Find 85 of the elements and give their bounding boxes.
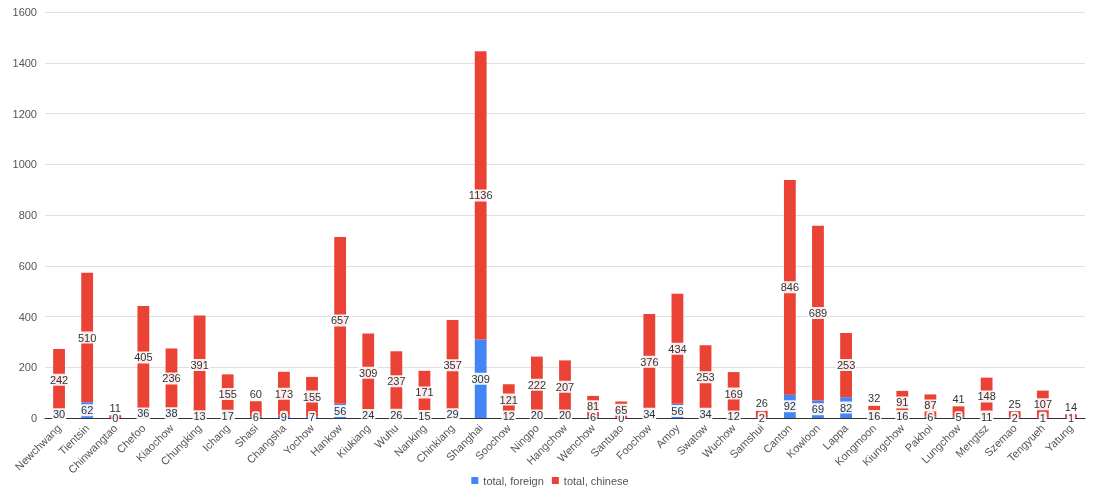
data-label: 60 [249,387,262,400]
data-label: 242 [49,373,69,386]
data-label: 9 [280,410,287,423]
y-tick-label: 1000 [12,158,37,171]
data-label: 5 [955,411,962,424]
data-label: 0 [618,412,625,424]
data-label: 25 [1008,397,1021,410]
data-label: 107 [1033,398,1053,411]
data-label: 2 [758,411,765,424]
data-label: 41 [952,392,965,405]
data-label: 91 [896,396,909,409]
data-label: 309 [359,366,378,379]
data-label: 56 [671,404,684,417]
data-label: 34 [643,407,656,420]
data-label: 171 [415,386,434,399]
data-label: 155 [218,388,237,401]
data-label: 434 [668,342,687,355]
y-tick-label: 200 [18,361,37,374]
data-label: 38 [165,407,178,420]
data-label: 155 [302,390,322,403]
data-label: 222 [527,378,547,391]
y-tick-label: 1600 [12,6,37,18]
data-label: 689 [808,307,828,320]
data-label: 81 [586,400,600,413]
data-label: 148 [977,390,996,403]
data-label: 11 [109,401,121,414]
y-tick-label: 0 [30,412,37,424]
data-label: 173 [274,387,294,400]
data-label: 16 [896,409,909,422]
y-tick-label: 400 [18,310,37,323]
data-label: 14 [1064,400,1078,413]
data-label: 357 [443,359,462,372]
y-tick-label: 1200 [12,107,37,120]
data-label: 207 [555,380,575,393]
data-label: 309 [471,372,490,385]
data-label: 24 [362,408,375,421]
data-label: 169 [724,387,743,400]
data-label: 1 [1039,411,1046,424]
legend-label: total, chinese [563,474,629,487]
data-label: 6 [927,411,934,424]
data-label: 82 [839,401,853,414]
data-label: 6 [252,411,259,424]
data-label: 6 [590,411,597,424]
data-label: 12 [727,410,740,423]
data-label: 237 [387,375,406,388]
data-label: 17 [221,409,234,422]
data-label: 62 [81,404,94,417]
data-label: 26 [755,397,768,410]
data-label: 56 [334,404,347,417]
data-label: 13 [193,410,206,423]
data-label: 657 [330,314,350,327]
data-label: 12 [502,410,515,423]
data-label: 29 [446,408,459,421]
data-label: 376 [640,355,659,368]
data-label: 0 [112,412,119,424]
data-label: 1136 [468,189,493,202]
data-label: 1 [1067,411,1075,424]
data-label: 236 [162,372,181,385]
legend-label: total, foreign [483,474,544,487]
data-label: 20 [530,409,544,422]
data-label: 87 [924,399,937,412]
data-label: 253 [696,371,715,384]
data-label: 20 [558,409,572,422]
data-label: 253 [836,359,856,372]
data-label: 121 [499,393,518,406]
y-tick-label: 800 [18,209,37,221]
y-tick-label: 600 [18,259,37,272]
data-label: 69 [811,403,825,416]
data-label: 30 [52,408,66,421]
data-label: 16 [868,409,881,422]
data-label: 15 [418,410,431,423]
data-label: 36 [137,407,150,420]
data-label: 34 [699,407,712,420]
data-label: 26 [390,408,403,421]
y-tick-label: 1400 [12,56,37,69]
data-label: 391 [190,359,209,372]
data-label: 2 [1011,411,1018,424]
data-label: 92 [783,400,796,413]
data-label: 405 [134,351,153,364]
data-label: 11 [980,410,993,423]
data-label: 846 [780,281,800,294]
data-label: 7 [308,411,316,424]
data-label: 65 [615,403,628,416]
data-label: 32 [868,392,881,405]
data-label: 510 [77,331,97,344]
